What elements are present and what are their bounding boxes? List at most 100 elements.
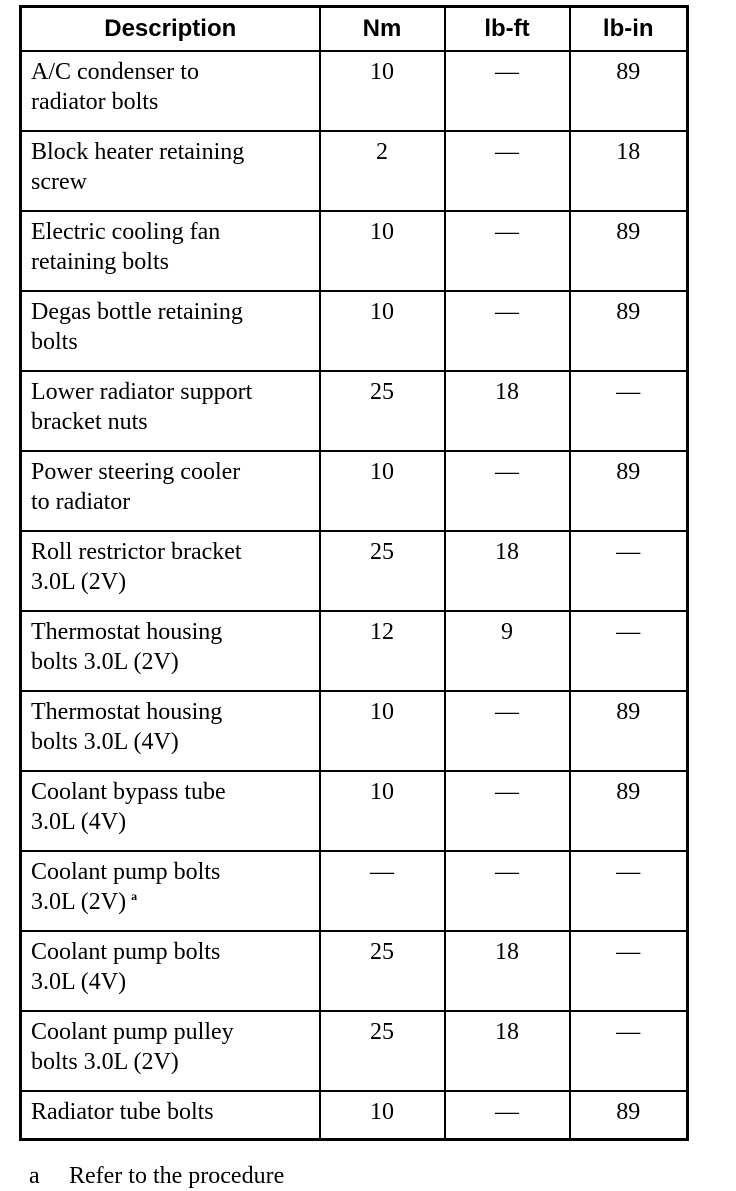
table-row: Coolant bypass tube 3.0L (4V) 10—89 — [19, 770, 689, 852]
cell-description: Coolant bypass tube 3.0L (4V) — [19, 770, 321, 852]
cell-lbin: 89 — [568, 770, 689, 852]
header-nm: Nm — [318, 5, 446, 52]
description-line-2-text: to radiator — [31, 489, 131, 515]
header-lbin: lb-in — [568, 5, 689, 52]
cell-nm: 10 — [318, 450, 446, 532]
cell-description: Power steering cooler to radiator — [19, 450, 321, 532]
header-row: Description Nm lb-ft lb-in — [19, 5, 689, 52]
torque-spec-table: Description Nm lb-ft lb-in A/C condenser… — [19, 5, 689, 1141]
description-line-2: 3.0L (2V) — [31, 567, 318, 597]
cell-nm: 10 — [318, 50, 446, 132]
cell-lbin: 89 — [568, 690, 689, 772]
description-line-2-text: 3.0L (2V) — [31, 889, 127, 915]
footnote-mark: a — [29, 1163, 40, 1189]
footnote-text: Refer to the procedure — [69, 1163, 285, 1189]
description-line-2-text: bolts — [31, 329, 78, 355]
cell-description: Lower radiator support bracket nuts — [19, 370, 321, 452]
description-line-2: bolts — [31, 327, 318, 357]
description-line-2-text: 3.0L (2V) — [31, 569, 127, 595]
table-row: Block heater retaining screw 2—18 — [19, 130, 689, 212]
description-line-2-text: screw — [31, 169, 87, 195]
cell-lbft: 18 — [443, 530, 571, 612]
cell-description: Coolant pump bolts 3.0L (4V) — [19, 930, 321, 1012]
cell-lbft: 18 — [443, 930, 571, 1012]
cell-nm: 2 — [318, 130, 446, 212]
cell-description: Radiator tube bolts — [19, 1090, 321, 1141]
table-row: Coolant pump pulley bolts 3.0L (2V) 25 18— — [19, 1010, 689, 1092]
cell-lbft: — — [443, 450, 571, 532]
description-line-2: bracket nuts — [31, 407, 318, 437]
cell-description: Degas bottle retaining bolts — [19, 290, 321, 372]
description-line-2: to radiator — [31, 487, 318, 517]
footnote-ref: a — [131, 889, 138, 903]
description-line-2: bolts 3.0L (2V) — [31, 1047, 318, 1077]
cell-lbin: — — [568, 930, 689, 1012]
cell-nm: 25 — [318, 930, 446, 1012]
description-line-2: 3.0L (2V) a — [31, 887, 318, 917]
cell-description: A/C condenser to radiator bolts — [19, 50, 321, 132]
description-line-1: Coolant bypass tube — [31, 779, 226, 805]
description-line-2: 3.0L (4V) — [31, 807, 318, 837]
cell-lbin: 89 — [568, 450, 689, 532]
description-line-2: retaining bolts — [31, 247, 318, 277]
description-line-2: 3.0L (4V) — [31, 967, 318, 997]
table-row: Thermostat housing bolts 3.0L (4V) 10—89 — [19, 690, 689, 772]
table-row: Thermostat housing bolts 3.0L (2V) 12 9— — [19, 610, 689, 692]
cell-nm: 10 — [318, 770, 446, 852]
description-line-2-text: retaining bolts — [31, 249, 169, 275]
cell-lbin: — — [568, 850, 689, 932]
cell-nm: 10 — [318, 690, 446, 772]
cell-lbft: 9 — [443, 610, 571, 692]
cell-lbin: — — [568, 530, 689, 612]
cell-description: Thermostat housing bolts 3.0L (2V) — [19, 610, 321, 692]
description-line-2: bolts 3.0L (4V) — [31, 727, 318, 757]
description-line-1: Electric cooling fan — [31, 219, 221, 245]
description-line-2: bolts 3.0L (2V) — [31, 647, 318, 677]
cell-lbft: — — [443, 850, 571, 932]
header-description: Description — [19, 5, 321, 52]
cell-nm: 10 — [318, 1090, 446, 1141]
table-row: Lower radiator support bracket nuts 25 18— — [19, 370, 689, 452]
description-line-1: Roll restrictor bracket — [31, 539, 242, 565]
cell-nm: 10 — [318, 210, 446, 292]
cell-nm: 12 — [318, 610, 446, 692]
cell-lbft: — — [443, 1090, 571, 1141]
cell-lbin: — — [568, 370, 689, 452]
description-line-1: Thermostat housing — [31, 619, 223, 645]
cell-nm: 25 — [318, 370, 446, 452]
description-line-2-text: bolts 3.0L (2V) — [31, 1049, 179, 1075]
cell-lbin: 89 — [568, 290, 689, 372]
cell-nm: — — [318, 850, 446, 932]
cell-lbft: — — [443, 50, 571, 132]
description-line-1: Coolant pump bolts — [31, 859, 221, 885]
cell-lbin: 89 — [568, 1090, 689, 1141]
description-line-2-text: 3.0L (4V) — [31, 969, 127, 995]
cell-description: Roll restrictor bracket 3.0L (2V) — [19, 530, 321, 612]
cell-lbin: — — [568, 610, 689, 692]
description-line-1: Coolant pump pulley — [31, 1019, 234, 1045]
cell-lbft: — — [443, 290, 571, 372]
description-line-2-text: bracket nuts — [31, 409, 148, 435]
cell-description: Coolant pump bolts 3.0L (2V) a — [19, 850, 321, 932]
cell-lbin: 89 — [568, 50, 689, 132]
description-line-1: Lower radiator support — [31, 379, 253, 405]
description-line-1: A/C condenser to — [31, 59, 199, 85]
description-line-1: Radiator tube bolts — [31, 1099, 214, 1125]
description-line-1: Block heater retaining — [31, 139, 245, 165]
description-line-1: Power steering cooler — [31, 459, 241, 485]
cell-nm: 25 — [318, 1010, 446, 1092]
header-lbft: lb-ft — [443, 5, 571, 52]
footnote: a Refer to the procedure — [29, 1161, 736, 1191]
cell-description: Thermostat housing bolts 3.0L (4V) — [19, 690, 321, 772]
cell-lbft: — — [443, 770, 571, 852]
table-row: Coolant pump bolts 3.0L (2V) a — — — — [19, 850, 689, 932]
cell-description: Coolant pump pulley bolts 3.0L (2V) — [19, 1010, 321, 1092]
cell-lbft: 18 — [443, 370, 571, 452]
cell-description: Block heater retaining screw — [19, 130, 321, 212]
cell-description: Electric cooling fan retaining bolts — [19, 210, 321, 292]
table-row: Electric cooling fan retaining bolts 10—89 — [19, 210, 689, 292]
description-line-2-text: radiator bolts — [31, 89, 159, 115]
description-line-2-text: bolts 3.0L (4V) — [31, 729, 179, 755]
table-row: Roll restrictor bracket 3.0L (2V) 25 18— — [19, 530, 689, 612]
